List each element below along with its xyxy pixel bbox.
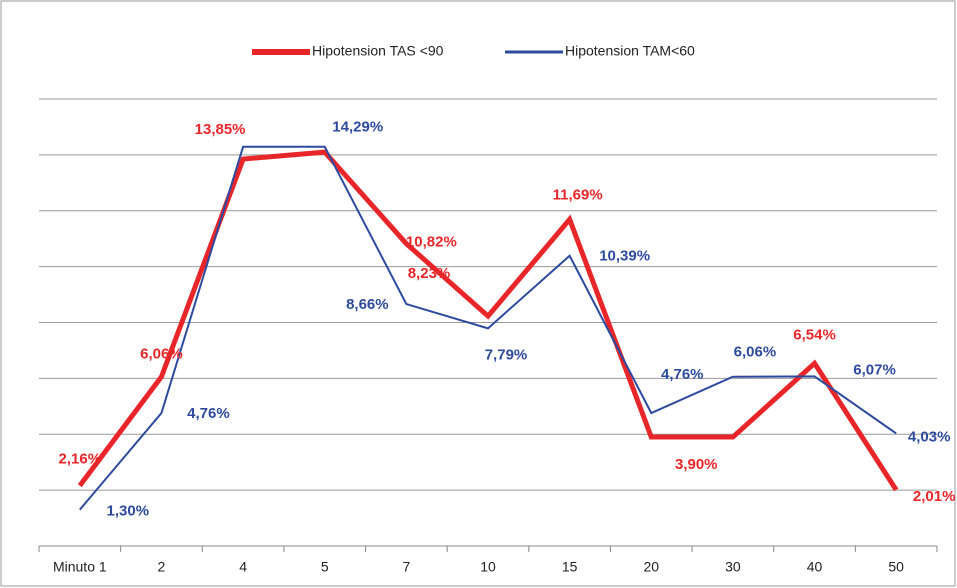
x-tick-label: Minuto 1 (53, 559, 107, 575)
data-label: 2,01% (913, 488, 956, 505)
data-label: 1,30% (107, 503, 150, 520)
data-label: 13,85% (195, 121, 246, 138)
data-label: 4,03% (908, 428, 951, 445)
legend-label: Hipotension TAM<60 (565, 43, 695, 59)
legend-label: Hipotension TAS <90 (312, 43, 444, 59)
data-label: 6,54% (793, 326, 836, 343)
data-label: 4,76% (187, 405, 230, 422)
x-tick-label: 7 (402, 559, 410, 575)
x-tick-label: 2 (158, 559, 166, 575)
data-label: 6,07% (853, 361, 896, 378)
data-label: 8,66% (346, 296, 389, 313)
data-label: 10,82% (406, 234, 457, 251)
x-tick-label: 30 (725, 559, 741, 575)
data-label: 4,76% (661, 366, 704, 383)
data-label: 3,90% (675, 456, 718, 473)
data-label: 14,29% (332, 119, 383, 136)
x-tick-label: 50 (888, 559, 904, 575)
series-line (77, 149, 899, 492)
data-label: 10,39% (599, 248, 650, 265)
x-tick-label: 5 (321, 559, 329, 575)
x-tick-label: 10 (480, 559, 496, 575)
series-line (79, 145, 897, 511)
x-tick-label: 40 (807, 559, 823, 575)
data-label: 11,69% (553, 186, 603, 203)
data-label: 8,23% (408, 265, 451, 282)
data-label: 6,06% (140, 346, 183, 363)
data-label: 2,16% (59, 451, 102, 468)
x-tick-label: 15 (562, 559, 578, 575)
data-label: 6,06% (734, 344, 777, 361)
data-label: 7,79% (485, 346, 528, 363)
x-tick-label: 20 (643, 559, 659, 575)
x-tick-label: 4 (239, 559, 247, 575)
